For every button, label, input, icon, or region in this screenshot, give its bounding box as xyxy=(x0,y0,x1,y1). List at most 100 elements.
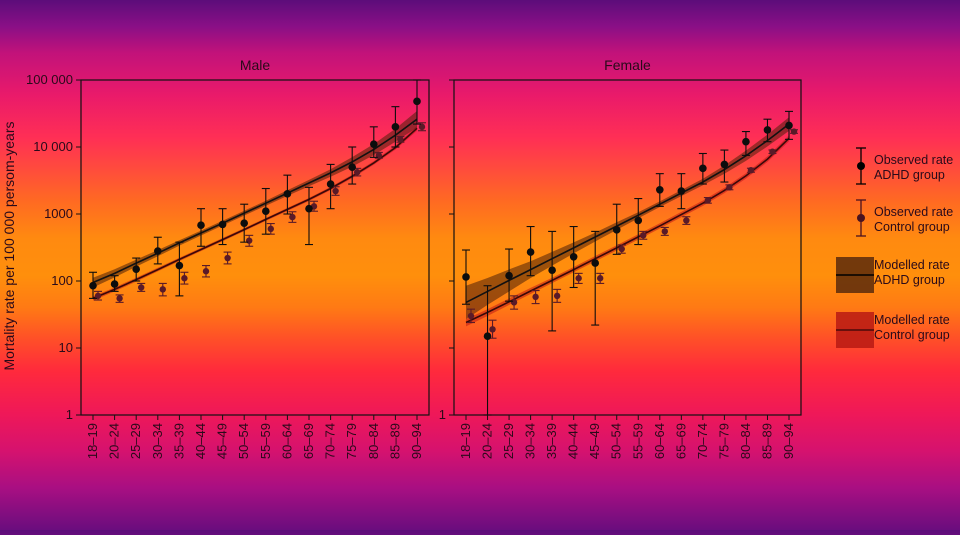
x-tick-label: 35–39 xyxy=(544,423,559,459)
y-tick-label: 100 xyxy=(51,273,73,288)
y-tick-label: 10 xyxy=(59,340,73,355)
observed-point-control xyxy=(510,299,518,306)
observed-point-adhd xyxy=(413,97,421,106)
modelled-line-adhd xyxy=(92,118,418,284)
observed-point-control xyxy=(246,237,253,244)
observed-point-adhd xyxy=(370,140,378,149)
observed-point-adhd xyxy=(132,265,140,274)
observed-point-control xyxy=(661,228,668,235)
x-tick-label: 65–69 xyxy=(673,423,688,459)
x-tick-label: 50–54 xyxy=(609,423,624,459)
y-axis-label: Mortality rate per 100 000 persom-years xyxy=(1,122,17,371)
legend-sublabel: ADHD group xyxy=(874,168,945,182)
x-tick-label: 40–44 xyxy=(193,423,208,459)
observed-point-adhd xyxy=(548,266,556,274)
modelled-line-adhd xyxy=(465,123,790,304)
observed-point-control xyxy=(397,136,404,143)
observed-point-adhd xyxy=(634,216,643,225)
observed-point-adhd xyxy=(348,163,357,171)
x-tick-label: 70–74 xyxy=(323,423,338,459)
x-tick-label: 65–69 xyxy=(301,423,316,459)
x-tick-label: 35–39 xyxy=(171,423,186,459)
observed-point-adhd xyxy=(612,226,621,234)
observed-point-adhd xyxy=(283,190,292,198)
observed-point-adhd xyxy=(391,123,400,131)
x-tick-label: 90–94 xyxy=(781,423,796,459)
x-tick-label: 20–24 xyxy=(480,423,495,459)
legend-sublabel: ADHD group xyxy=(874,273,945,287)
legend-point xyxy=(857,214,865,222)
x-tick-label: 20–24 xyxy=(107,423,122,459)
x-tick-label: 25–29 xyxy=(128,423,143,459)
modelled-line-control xyxy=(92,127,418,300)
observed-point-adhd xyxy=(462,273,470,281)
x-tick-label: 85–89 xyxy=(759,423,774,459)
x-tick-label: 55–59 xyxy=(630,423,645,459)
observed-point-control xyxy=(790,128,798,135)
x-tick-label: 75–79 xyxy=(344,423,359,459)
observed-point-adhd xyxy=(591,259,599,267)
panel-female: Female 1 18–19 20–24 25–29 30–34 35–39 40–44 45–… xyxy=(439,57,802,459)
observed-point-control xyxy=(181,275,188,282)
observed-point-control xyxy=(138,284,145,291)
observed-point-adhd xyxy=(656,185,664,194)
observed-point-control xyxy=(332,187,339,195)
observed-point-control xyxy=(769,148,776,155)
x-tick-label: 75–79 xyxy=(716,423,731,459)
observed-point-control xyxy=(418,123,426,131)
modelled-band-control xyxy=(93,126,417,301)
observed-point-adhd xyxy=(175,261,184,270)
observed-point-adhd xyxy=(569,252,578,261)
x-tick-label: 90–94 xyxy=(409,423,424,459)
observed-point-control xyxy=(289,213,296,221)
x-tick-label: 85–89 xyxy=(387,423,402,459)
panel-frame xyxy=(80,79,430,416)
observed-point-adhd xyxy=(262,207,270,216)
observed-point-control xyxy=(704,197,712,204)
observed-point-adhd xyxy=(110,280,119,288)
modelled-band-adhd xyxy=(93,111,417,288)
legend-point xyxy=(857,162,865,170)
x-tick-label: 50–54 xyxy=(236,423,251,459)
observed-point-adhd xyxy=(677,187,686,195)
x-tick-label: 55–59 xyxy=(258,423,273,459)
observed-point-adhd xyxy=(89,281,97,290)
x-tick-label: 30–34 xyxy=(523,423,538,459)
observed-point-control xyxy=(467,312,475,320)
x-tick-label: 45–49 xyxy=(215,423,230,459)
panel-title: Male xyxy=(240,57,271,73)
x-tick-label: 80–84 xyxy=(366,423,381,459)
x-tick-label: 70–74 xyxy=(695,423,710,459)
observed-point-adhd xyxy=(305,204,313,213)
legend-sublabel: Control group xyxy=(874,220,950,234)
observed-point-control xyxy=(202,268,210,275)
observed-point-control xyxy=(94,292,102,300)
observed-point-adhd xyxy=(154,247,162,255)
observed-point-control xyxy=(532,293,539,301)
x-tick-label: 45–49 xyxy=(587,423,602,459)
observed-point-adhd xyxy=(326,180,335,188)
observed-point-adhd xyxy=(526,248,535,256)
legend-label: Modelled rate xyxy=(874,258,950,272)
observed-point-adhd xyxy=(505,271,513,280)
observed-point-adhd xyxy=(483,332,492,341)
observed-point-control xyxy=(116,295,123,302)
y-tick-label: 10 000 xyxy=(33,139,73,154)
observed-point-control xyxy=(354,169,361,176)
y-tick-label: 100 000 xyxy=(26,72,73,87)
panel-title: Female xyxy=(604,57,651,73)
observed-point-adhd xyxy=(785,121,793,130)
observed-point-control xyxy=(489,326,496,333)
x-tick-label: 25–29 xyxy=(501,423,516,459)
observed-point-adhd xyxy=(720,160,729,169)
x-tick-label: 60–64 xyxy=(652,423,667,459)
x-tick-label: 60–64 xyxy=(279,423,294,459)
observed-point-adhd xyxy=(742,137,750,146)
x-tick-label: 30–34 xyxy=(150,423,165,459)
legend-sublabel: Control group xyxy=(874,328,950,342)
modelled-line-control xyxy=(465,137,790,324)
panel-frame xyxy=(453,79,802,416)
